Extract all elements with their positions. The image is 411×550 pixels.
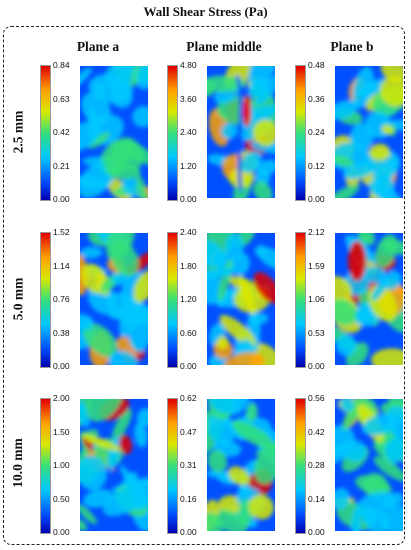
colorbar-tick-label: 0.00 bbox=[308, 527, 325, 537]
colorbar-tick-label: 0.62 bbox=[180, 393, 197, 403]
colorbar-tick-label: 4.80 bbox=[180, 60, 197, 70]
colorbar-tick-label: 1.14 bbox=[53, 260, 70, 271]
colorbar-tick-label: 0.76 bbox=[53, 294, 70, 304]
shear-stress-contour-10-0-mm-plane-b bbox=[335, 399, 403, 531]
colorbar-tick-label: 0.60 bbox=[180, 327, 197, 338]
row-label-2-5mm: 2.5 mm bbox=[10, 110, 25, 154]
colorbar-tick-label: 0.00 bbox=[308, 194, 325, 204]
colorbar-tick-label: 1.00 bbox=[53, 460, 70, 470]
shear-stress-contour-2-5-mm-plane-b bbox=[335, 66, 403, 198]
colorbar-tick-label: 2.00 bbox=[53, 393, 70, 403]
column-label-plane-b: Plane b bbox=[330, 39, 374, 54]
colorbar-tick-label: 0.24 bbox=[308, 127, 325, 137]
colorbar-tick-label: 0.00 bbox=[180, 527, 197, 537]
colorbar-tick-label: 0.00 bbox=[53, 361, 70, 371]
colorbar-tick-label: 0.12 bbox=[308, 160, 325, 171]
colorbar-tick-label: 0.00 bbox=[53, 194, 70, 204]
colorbar-2-5-mm-plane-middle bbox=[167, 65, 178, 201]
column-label-plane-middle: Plane middle bbox=[186, 39, 262, 54]
colorbar-5-0-mm-plane-a bbox=[40, 232, 51, 368]
colorbar-tick-label: 0.16 bbox=[180, 493, 197, 504]
colorbar-tick-label: 3.60 bbox=[180, 93, 197, 104]
colorbar-10-0-mm-plane-b bbox=[295, 398, 306, 534]
shear-stress-contour-10-0-mm-plane-middle bbox=[207, 399, 275, 531]
colorbar-tick-label: 0.28 bbox=[308, 460, 325, 470]
colorbar-5-0-mm-plane-middle bbox=[167, 232, 178, 368]
shear-stress-contour-5-0-mm-plane-a bbox=[80, 233, 148, 365]
colorbar-tick-label: 2.12 bbox=[308, 227, 325, 237]
column-label-plane-a: Plane a bbox=[76, 39, 120, 54]
figure-frame bbox=[3, 26, 405, 545]
colorbar-tick-label: 2.40 bbox=[180, 227, 197, 237]
colorbar-tick-label: 0.00 bbox=[180, 361, 197, 371]
shear-stress-contour-5-0-mm-plane-middle bbox=[207, 233, 275, 365]
colorbar-tick-label: 0.56 bbox=[308, 393, 325, 403]
colorbar-tick-label: 0.21 bbox=[53, 160, 70, 171]
colorbar-5-0-mm-plane-b bbox=[295, 232, 306, 368]
colorbar-tick-label: 0.14 bbox=[308, 493, 325, 504]
shear-stress-contour-2-5-mm-plane-middle bbox=[207, 66, 275, 198]
figure-title: Wall Shear Stress (Pa) bbox=[143, 4, 268, 19]
colorbar-tick-label: 0.48 bbox=[308, 60, 325, 70]
colorbar-10-0-mm-plane-middle bbox=[167, 398, 178, 534]
colorbar-tick-label: 1.52 bbox=[53, 227, 70, 237]
colorbar-tick-label: 0.42 bbox=[53, 127, 70, 137]
colorbar-2-5-mm-plane-a bbox=[40, 65, 51, 201]
colorbar-tick-label: 0.00 bbox=[308, 361, 325, 371]
colorbar-tick-label: 1.20 bbox=[180, 160, 197, 171]
colorbar-tick-label: 0.00 bbox=[53, 527, 70, 537]
colorbar-tick-label: 1.80 bbox=[180, 260, 197, 271]
colorbar-tick-label: 0.84 bbox=[53, 60, 70, 70]
colorbar-tick-label: 0.00 bbox=[180, 194, 197, 204]
colorbar-tick-label: 1.50 bbox=[53, 426, 70, 437]
colorbar-tick-label: 0.50 bbox=[53, 493, 70, 504]
colorbar-tick-label: 0.63 bbox=[53, 93, 70, 104]
shear-stress-contour-10-0-mm-plane-a bbox=[80, 399, 148, 531]
colorbar-tick-label: 1.06 bbox=[308, 294, 325, 304]
colorbar-tick-label: 1.20 bbox=[180, 294, 197, 304]
shear-stress-contour-2-5-mm-plane-a bbox=[80, 66, 148, 198]
colorbar-tick-label: 1.59 bbox=[308, 260, 325, 271]
colorbar-tick-label: 0.42 bbox=[308, 426, 325, 437]
row-label-5-0mm: 5.0 mm bbox=[10, 277, 25, 321]
row-label-10-0mm: 10.0 mm bbox=[10, 438, 25, 488]
colorbar-tick-label: 0.38 bbox=[53, 327, 70, 338]
colorbar-tick-label: 0.47 bbox=[180, 426, 197, 437]
shear-stress-contour-5-0-mm-plane-b bbox=[335, 233, 403, 365]
colorbar-tick-label: 2.40 bbox=[180, 127, 197, 137]
colorbar-10-0-mm-plane-a bbox=[40, 398, 51, 534]
colorbar-tick-label: 0.31 bbox=[180, 460, 197, 470]
colorbar-tick-label: 0.36 bbox=[308, 93, 325, 104]
colorbar-tick-label: 0.53 bbox=[308, 327, 325, 338]
colorbar-2-5-mm-plane-b bbox=[295, 65, 306, 201]
